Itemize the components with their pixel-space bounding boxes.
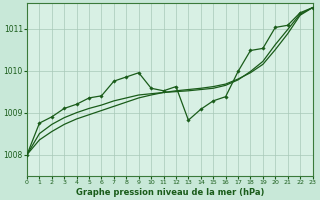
X-axis label: Graphe pression niveau de la mer (hPa): Graphe pression niveau de la mer (hPa) [76, 188, 264, 197]
